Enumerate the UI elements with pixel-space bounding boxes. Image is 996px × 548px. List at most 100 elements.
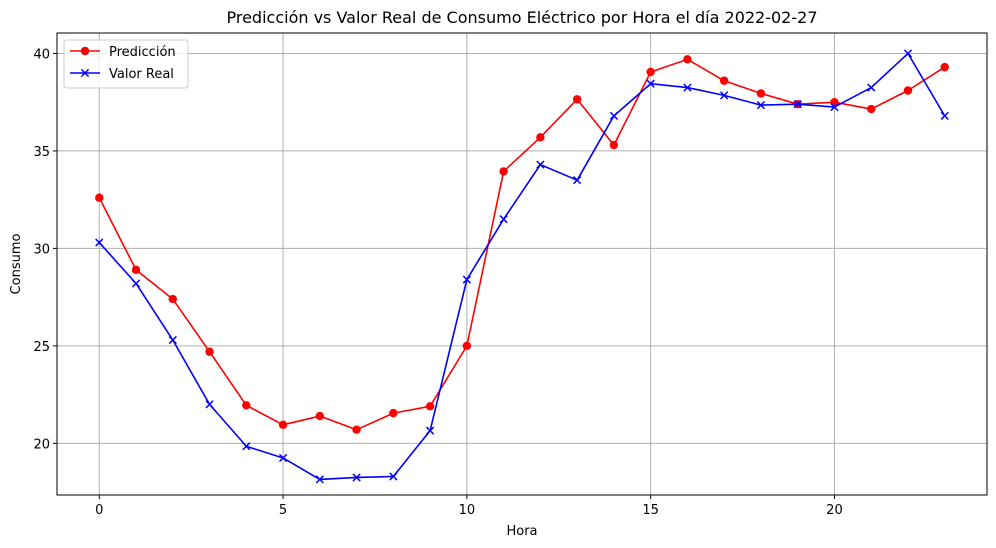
data-point-valor-real-2 — [168, 335, 177, 345]
x-axis-label: Hora — [506, 524, 537, 539]
x-tick-label-10: 10 — [459, 503, 476, 518]
data-point-valor-real-17-stroke-b — [720, 91, 729, 100]
legend-marker-valor-real-stroke-b — [80, 68, 90, 78]
data-point-prediccion-6 — [315, 411, 325, 421]
plot-frame — [56, 32, 988, 496]
tick-layer: 0 5 10 15 20 20 25 30 35 40 — [33, 47, 842, 518]
data-point-valor-real-10-stroke-b — [462, 275, 471, 284]
data-point-prediccion-21 — [867, 104, 876, 114]
data-point-valor-real-21-stroke-b — [867, 83, 876, 92]
data-point-prediccion-15 — [646, 67, 655, 77]
data-point-valor-real-22 — [903, 49, 913, 58]
y-tick-label-40: 40 — [33, 47, 50, 62]
data-point-valor-real-21 — [867, 83, 876, 92]
x-tick-label-15: 15 — [642, 503, 659, 518]
legend-swatch-prediccion — [70, 46, 100, 56]
data-point-prediccion-1 — [131, 265, 141, 275]
data-point-valor-real-1-stroke-b — [131, 279, 141, 288]
data-point-prediccion-23 — [940, 62, 949, 72]
x-tick-label-0: 0 — [95, 503, 103, 518]
data-point-valor-real-12 — [536, 160, 545, 169]
data-point-valor-real-6-stroke-b — [315, 475, 324, 484]
data-point-valor-real-19-stroke-b — [793, 100, 802, 109]
x-tick-label-20: 20 — [826, 503, 843, 518]
data-point-prediccion-22 — [903, 86, 913, 95]
data-point-valor-real-20-stroke-b — [830, 102, 839, 112]
data-point-valor-real-2-stroke-b — [168, 335, 177, 345]
data-point-prediccion-13 — [572, 95, 582, 104]
series-line-valor-real — [98, 52, 946, 481]
data-point-valor-real-9-stroke-b — [425, 426, 435, 435]
data-point-valor-real-23 — [940, 111, 949, 120]
data-point-valor-real-8 — [389, 472, 398, 481]
series-valor-real — [95, 49, 949, 484]
data-point-valor-real-3-stroke-b — [205, 400, 214, 409]
legend-marker-prediccion — [80, 46, 90, 56]
series-layer — [95, 49, 949, 484]
data-point-prediccion-16 — [683, 55, 692, 64]
data-point-valor-real-10 — [462, 275, 471, 284]
y-tick-label-35: 35 — [33, 145, 50, 160]
data-point-valor-real-13-stroke-b — [573, 176, 582, 185]
data-point-valor-real-20 — [830, 102, 839, 112]
legend-swatch-valor-real — [70, 68, 100, 78]
data-point-valor-real-0-stroke-b — [95, 238, 104, 247]
data-point-valor-real-0 — [95, 238, 104, 247]
legend-marker-valor-real — [80, 68, 90, 78]
data-point-prediccion-10 — [462, 341, 472, 351]
data-point-valor-real-4 — [242, 442, 251, 451]
y-tick-label-20: 20 — [33, 437, 50, 452]
x-tick-label-5: 5 — [279, 503, 287, 518]
data-point-valor-real-5-stroke-b — [278, 453, 288, 463]
data-point-valor-real-4-stroke-b — [242, 442, 251, 451]
series-line-prediccion — [98, 58, 946, 431]
data-point-valor-real-8-stroke-b — [389, 472, 398, 481]
data-point-prediccion-7 — [352, 425, 361, 434]
data-point-valor-real-1 — [131, 279, 141, 288]
data-point-valor-real-22-stroke-b — [903, 49, 913, 58]
y-tick-label-25: 25 — [33, 340, 50, 355]
data-point-prediccion-18 — [756, 89, 766, 98]
grid-layer — [57, 33, 987, 495]
data-point-valor-real-3 — [205, 400, 214, 409]
data-point-valor-real-23-stroke-b — [940, 111, 949, 120]
data-point-valor-real-14-stroke-b — [609, 111, 619, 120]
data-point-valor-real-5 — [278, 453, 288, 463]
data-point-prediccion-14 — [609, 140, 619, 150]
data-point-valor-real-7-stroke-b — [352, 473, 361, 482]
data-point-prediccion-4 — [242, 401, 251, 410]
legend: Predicción Valor Real — [63, 39, 189, 89]
data-point-prediccion-12 — [536, 133, 545, 142]
y-tick-label-30: 30 — [33, 242, 50, 257]
data-point-valor-real-19 — [793, 100, 802, 109]
data-point-valor-real-18 — [756, 100, 766, 110]
legend-box — [63, 39, 189, 89]
data-point-prediccion-5 — [278, 420, 288, 430]
data-point-valor-real-9 — [425, 426, 435, 435]
data-point-valor-real-7 — [352, 473, 361, 482]
data-point-prediccion-2 — [168, 294, 177, 304]
data-point-prediccion-17 — [719, 76, 729, 85]
data-point-valor-real-16 — [683, 83, 692, 92]
data-point-valor-real-17 — [720, 91, 729, 100]
chart-title: Predicción vs Valor Real de Consumo Eléc… — [226, 8, 817, 27]
legend-label-prediccion: Predicción — [109, 45, 176, 60]
data-point-prediccion-11 — [499, 167, 508, 176]
data-point-valor-real-12-stroke-b — [536, 160, 545, 169]
data-point-prediccion-0 — [95, 193, 104, 202]
data-point-valor-real-14 — [609, 111, 619, 120]
data-point-valor-real-11-stroke-b — [499, 215, 508, 224]
legend-label-valor-real: Valor Real — [109, 67, 174, 82]
data-point-prediccion-3 — [205, 347, 214, 356]
data-point-prediccion-9 — [425, 402, 435, 411]
data-point-valor-real-15-stroke-b — [646, 79, 655, 88]
data-point-prediccion-8 — [389, 408, 398, 418]
data-point-valor-real-6 — [315, 475, 324, 484]
data-point-valor-real-16-stroke-b — [683, 83, 692, 92]
y-axis-label: Consumo — [9, 234, 24, 295]
data-point-valor-real-11 — [499, 215, 508, 224]
data-point-valor-real-15 — [646, 79, 655, 88]
